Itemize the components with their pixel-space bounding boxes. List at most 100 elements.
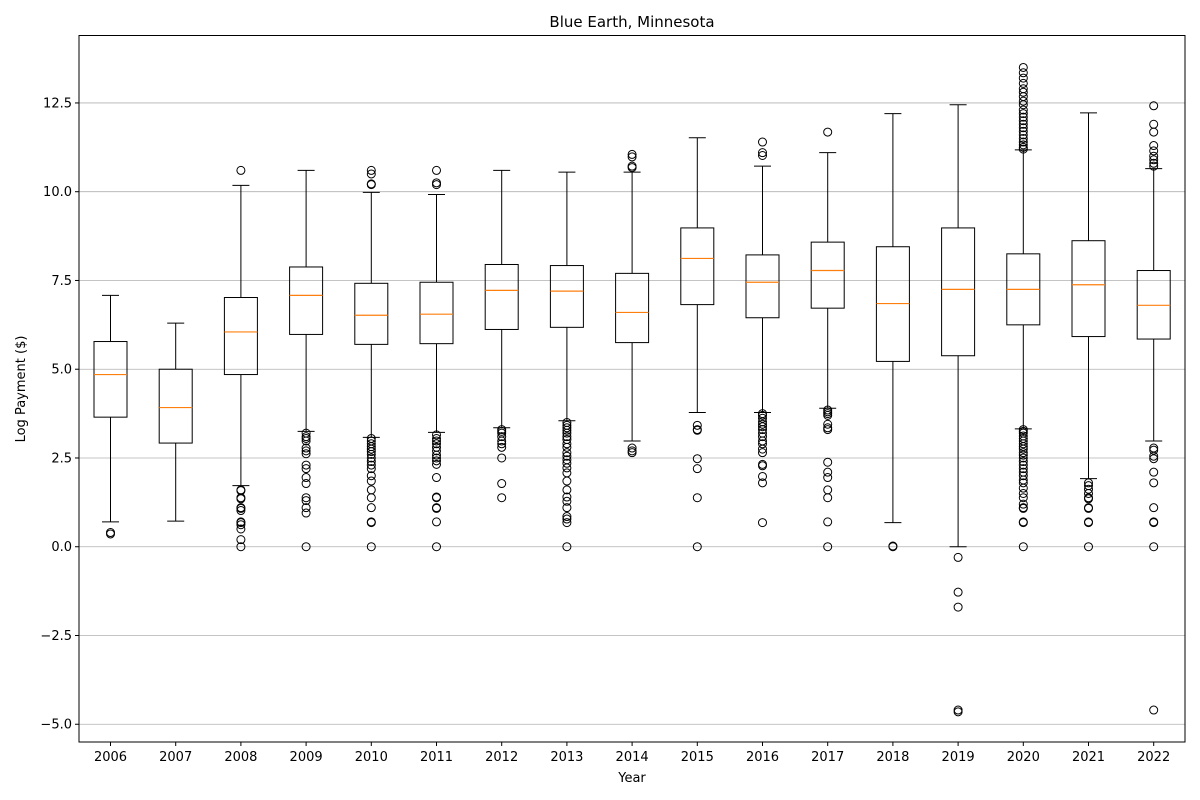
outlier-point — [432, 473, 441, 483]
y-tick-label: 5.0 — [51, 363, 72, 378]
outlier-point — [823, 457, 833, 467]
outlier-point — [692, 454, 702, 464]
outlier-point — [758, 471, 767, 481]
iqr-box — [289, 266, 324, 335]
iqr-box — [93, 341, 128, 418]
outlier-point — [1149, 155, 1159, 165]
outlier-point — [1084, 494, 1093, 504]
outlier-point — [432, 456, 441, 466]
y-tick-label: 0.0 — [51, 540, 72, 555]
outlier-point — [1018, 493, 1028, 503]
x-tick-label: 2006 — [94, 750, 127, 765]
outlier-point — [1018, 460, 1028, 470]
outlier-point — [1084, 518, 1093, 528]
outlier-point — [1018, 133, 1028, 143]
outlier-point — [562, 463, 572, 473]
outlier-point — [692, 493, 702, 503]
outlier-point — [758, 432, 767, 442]
outlier-point — [1149, 542, 1159, 552]
x-tick-label: 2017 — [811, 750, 844, 765]
chart-title: Blue Earth, Minnesota — [549, 13, 714, 31]
outlier-point — [562, 432, 572, 442]
iqr-box — [680, 227, 715, 306]
box-2007 — [158, 322, 193, 522]
outlier-point — [236, 542, 246, 552]
outlier-point — [301, 493, 311, 503]
outlier-point — [432, 503, 441, 513]
outlier-point — [1149, 445, 1159, 455]
x-tick-label: 2010 — [355, 750, 388, 765]
outlier-point — [236, 503, 246, 513]
outlier-point — [1018, 488, 1028, 498]
box-2009 — [289, 169, 324, 552]
outlier-point — [236, 518, 246, 528]
outlier-point — [301, 460, 311, 470]
outlier-point — [1018, 119, 1028, 129]
outlier-point — [366, 449, 376, 459]
box-2018 — [875, 113, 910, 552]
outlier-point — [1084, 488, 1093, 498]
outlier-point — [758, 422, 767, 432]
x-tick-label: 2007 — [159, 750, 192, 765]
outlier-point — [692, 420, 702, 430]
outlier-point — [1018, 123, 1028, 133]
outlier-point — [562, 425, 572, 435]
outlier-point — [823, 425, 833, 435]
outlier-point — [823, 473, 833, 483]
y-tick-label: 12.5 — [43, 96, 72, 111]
outlier-point — [562, 448, 572, 458]
outlier-point — [1018, 116, 1028, 126]
outlier-point — [1018, 457, 1028, 467]
outlier-point — [1149, 146, 1159, 156]
outlier-point — [301, 446, 311, 456]
iqr-box — [810, 241, 845, 309]
outlier-point — [627, 152, 637, 162]
outlier-point — [1084, 484, 1093, 494]
box-2021 — [1071, 112, 1106, 552]
outlier-point — [236, 520, 246, 530]
outlier-point — [301, 443, 311, 453]
outlier-point — [301, 508, 311, 518]
outlier-point — [1018, 87, 1028, 97]
outlier-point — [366, 503, 376, 513]
outlier-point — [758, 425, 767, 435]
outlier-point — [627, 163, 637, 173]
outlier-point — [1018, 140, 1028, 150]
iqr-box — [941, 227, 976, 357]
box-2006 — [93, 294, 128, 539]
outlier-point — [758, 518, 767, 528]
box-2014 — [615, 149, 650, 458]
outlier-point — [823, 127, 833, 137]
outlier-point — [1018, 453, 1028, 463]
x-tick-label: 2013 — [550, 750, 583, 765]
outlier-point — [1018, 137, 1028, 147]
outlier-point — [432, 180, 441, 190]
box-plots — [93, 62, 1171, 717]
outlier-point — [236, 165, 246, 175]
outlier-point — [1018, 62, 1028, 72]
outlier-point — [1084, 478, 1093, 488]
outlier-point — [758, 478, 767, 488]
box-2013 — [549, 171, 584, 552]
y-tick-label: 2.5 — [51, 451, 72, 466]
outlier-point — [758, 461, 767, 471]
iqr-box — [1071, 240, 1106, 338]
outlier-point — [236, 494, 246, 504]
outlier-point — [432, 430, 441, 440]
outlier-point — [1018, 105, 1028, 115]
outlier-point — [1018, 78, 1028, 88]
outlier-point — [301, 464, 311, 474]
box-2022 — [1136, 101, 1171, 715]
box-2019 — [941, 104, 976, 717]
outlier-point — [366, 444, 376, 454]
outlier-point — [497, 479, 507, 489]
outlier-point — [562, 476, 572, 486]
outlier-point — [1018, 499, 1028, 509]
outlier-point — [366, 457, 376, 467]
outlier-point — [1018, 503, 1028, 513]
outlier-point — [497, 442, 507, 452]
outlier-point — [627, 149, 637, 159]
outlier-point — [432, 436, 441, 446]
outlier-point — [1018, 464, 1028, 474]
